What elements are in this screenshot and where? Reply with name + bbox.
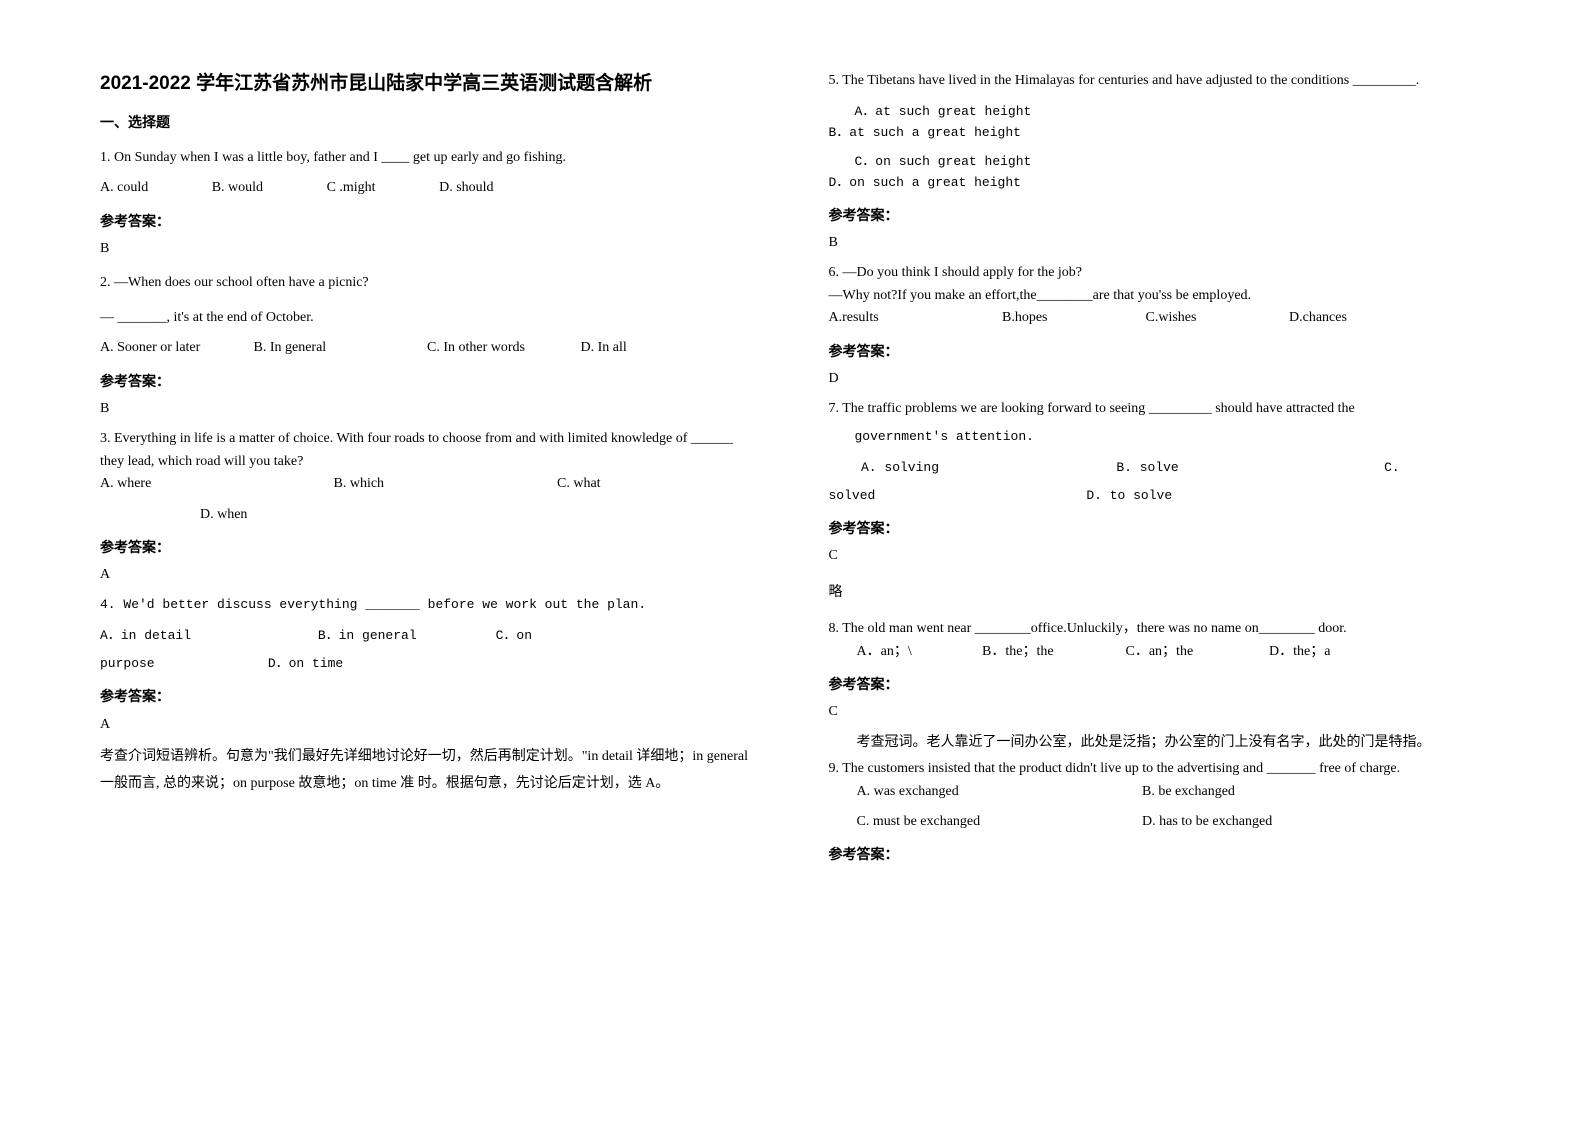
- q7-optA: A. solving: [829, 458, 1109, 479]
- q5-row2: C．on such great height D．on such a great…: [829, 152, 1488, 194]
- q4-optA: A．in detail: [100, 626, 310, 647]
- q4-options-row1: A．in detail B．in general C．on: [100, 626, 759, 647]
- q9-optA: A. was exchanged: [829, 781, 1139, 803]
- q2-answer-label: 参考答案：: [100, 370, 759, 392]
- q7-optC: C.: [1384, 458, 1400, 479]
- q7-line2: government's attention.: [829, 427, 1488, 448]
- q5-answer: B: [829, 232, 1488, 254]
- q2-optA: A. Sooner or later: [100, 337, 250, 359]
- q4-optC: C．on: [496, 626, 532, 647]
- right-column: 5. The Tibetans have lived in the Himala…: [794, 0, 1587, 1122]
- q7-short: 略: [829, 582, 1488, 604]
- q4-optB: B．in general: [318, 626, 488, 647]
- q8-answer-label: 参考答案：: [829, 673, 1488, 695]
- q9-answer-label: 参考答案：: [829, 843, 1488, 865]
- q4-explanation: 考查介词短语辨析。句意为"我们最好先详细地讨论好一切，然后再制定计划。"in d…: [100, 744, 759, 797]
- q4-line2: purpose: [100, 654, 260, 675]
- q6-optD: D.chances: [1289, 307, 1347, 329]
- q6-answer-label: 参考答案：: [829, 340, 1488, 362]
- q6-optC: C.wishes: [1146, 307, 1286, 329]
- q4-optD: D．on time: [268, 654, 343, 675]
- q8-explanation: 考查冠词。老人靠近了一间办公室，此处是泛指；办公室的门上没有名字，此处的门是特指…: [829, 732, 1488, 754]
- q1-answer-label: 参考答案：: [100, 210, 759, 232]
- q9-optD: D. has to be exchanged: [1142, 811, 1272, 833]
- q7-optB: B. solve: [1116, 458, 1376, 479]
- q7-optD: D. to solve: [1086, 486, 1172, 507]
- q4-options-row2: purpose D．on time: [100, 654, 759, 675]
- q3-answer: A: [100, 564, 759, 586]
- q2-optD: D. In all: [581, 337, 627, 359]
- q3-optB: B. which: [334, 473, 554, 495]
- q9-row2: C. must be exchanged D. has to be exchan…: [829, 811, 1488, 833]
- q8-optB: B．the；the: [982, 641, 1122, 663]
- q6-line2: —Why not?If you make an effort,the______…: [829, 285, 1488, 307]
- q3-optC: C. what: [557, 473, 601, 495]
- q7-line3: solved: [829, 486, 1079, 507]
- q1-answer: B: [100, 238, 759, 260]
- q9-optC: C. must be exchanged: [829, 811, 1139, 833]
- q7-row1: A. solving B. solve C.: [829, 458, 1488, 479]
- q7-answer-label: 参考答案：: [829, 517, 1488, 539]
- q8-answer: C: [829, 701, 1488, 723]
- q3-options: A. where B. which C. what: [100, 473, 759, 495]
- q6-text: 6. —Do you think I should apply for the …: [829, 262, 1488, 284]
- q9-optB: B. be exchanged: [1142, 781, 1235, 803]
- q8-optC: C．an；the: [1126, 641, 1266, 663]
- q1-optB: B. would: [212, 177, 263, 199]
- q2-optC: C. In other words: [427, 337, 577, 359]
- q3-optD-row: D. when: [100, 504, 759, 526]
- q5-optA: A．at such great height: [829, 102, 1329, 123]
- q6-options: A.results B.hopes C.wishes D.chances: [829, 307, 1488, 329]
- q1-optA: A. could: [100, 177, 148, 199]
- q7-row2: solved D. to solve: [829, 486, 1488, 507]
- q9-text: 9. The customers insisted that the produ…: [829, 758, 1488, 780]
- q5-answer-label: 参考答案：: [829, 204, 1488, 226]
- q1-text: 1. On Sunday when I was a little boy, fa…: [100, 147, 759, 169]
- q1-options: A. could B. would C .might D. should: [100, 177, 759, 199]
- q3-answer-label: 参考答案：: [100, 536, 759, 558]
- q4-answer-label: 参考答案：: [100, 685, 759, 707]
- q8-text: 8. The old man went near ________office.…: [829, 618, 1488, 640]
- q5-row1: A．at such great height B．at such a great…: [829, 102, 1488, 144]
- q6-optB: B.hopes: [1002, 307, 1142, 329]
- q2-answer: B: [100, 398, 759, 420]
- q8-optD: D．the；a: [1269, 641, 1330, 663]
- q7-text: 7. The traffic problems we are looking f…: [829, 398, 1488, 420]
- q4-answer: A: [100, 714, 759, 736]
- q5-optB: B．at such a great height: [829, 123, 1021, 144]
- q2-text: 2. —When does our school often have a pi…: [100, 272, 759, 294]
- q9-row1: A. was exchanged B. be exchanged: [829, 781, 1488, 803]
- q6-optA: A.results: [829, 307, 999, 329]
- q3-text: 3. Everything in life is a matter of cho…: [100, 428, 759, 473]
- q4-text: 4. We'd better discuss everything ______…: [100, 595, 759, 616]
- q1-optC: C .might: [327, 177, 376, 199]
- page-title: 2021-2022 学年江苏省苏州市昆山陆家中学高三英语测试题含解析: [100, 70, 759, 99]
- q3-optD: D. when: [200, 504, 247, 526]
- q2-options: A. Sooner or later B. In general C. In o…: [100, 337, 759, 359]
- q8-optA: A．an；\: [829, 641, 979, 663]
- q5-text: 5. The Tibetans have lived in the Himala…: [829, 70, 1488, 92]
- q2-optB: B. In general: [254, 337, 424, 359]
- q1-optD: D. should: [439, 177, 493, 199]
- q3-optA: A. where: [100, 473, 330, 495]
- q5-optC: C．on such great height: [829, 152, 1329, 173]
- q6-answer: D: [829, 368, 1488, 390]
- left-column: 2021-2022 学年江苏省苏州市昆山陆家中学高三英语测试题含解析 一、选择题…: [0, 0, 794, 1122]
- q8-options: A．an；\ B．the；the C．an；the D．the；a: [829, 641, 1488, 663]
- q2-line2: — _______, it's at the end of October.: [100, 307, 759, 329]
- section-heading: 一、选择题: [100, 111, 759, 133]
- q7-answer: C: [829, 545, 1488, 567]
- q5-optD: D．on such a great height: [829, 173, 1021, 194]
